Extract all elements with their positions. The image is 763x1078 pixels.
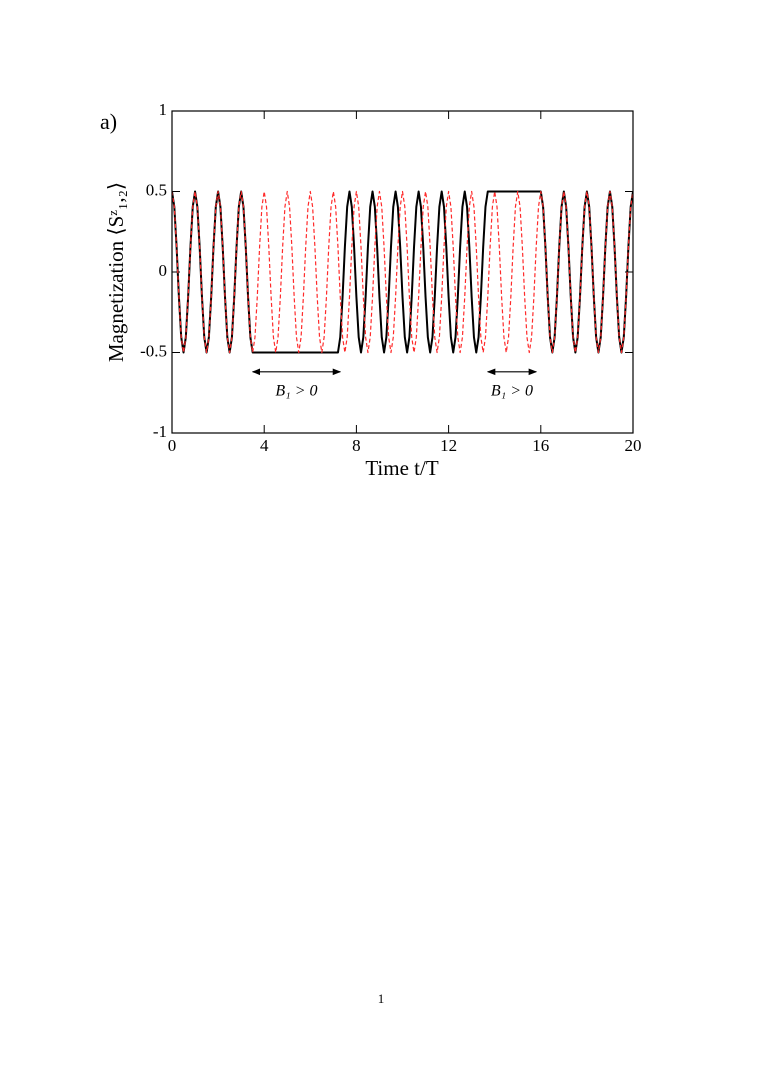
y-axis-label: Magnetization ⟨Sᶻ₁,₂⟩ [104,182,128,362]
y-tick-label: -1 [153,422,167,441]
y-tick-label: 0 [159,261,168,280]
annotation-text: B₁ > 0 [275,382,317,399]
data-line [172,190,633,354]
x-tick-label: 16 [532,436,549,455]
x-tick-label: 12 [440,436,457,455]
x-tick-label: 4 [260,436,269,455]
plot-frame [171,110,634,434]
y-tick-label: -0.5 [140,341,167,360]
x-axis-label: Time t/T [365,456,438,480]
annotation-text: B₁ > 0 [491,382,533,399]
page-number: 1 [378,991,385,1006]
y-tick-label: 1 [159,100,168,119]
x-tick-label: 20 [625,436,642,455]
y-tick-label: 0.5 [146,180,167,199]
x-tick-label: 8 [352,436,361,455]
x-tick-label: 0 [168,436,177,455]
data-line [172,190,633,354]
panel-label: a) [100,109,117,134]
